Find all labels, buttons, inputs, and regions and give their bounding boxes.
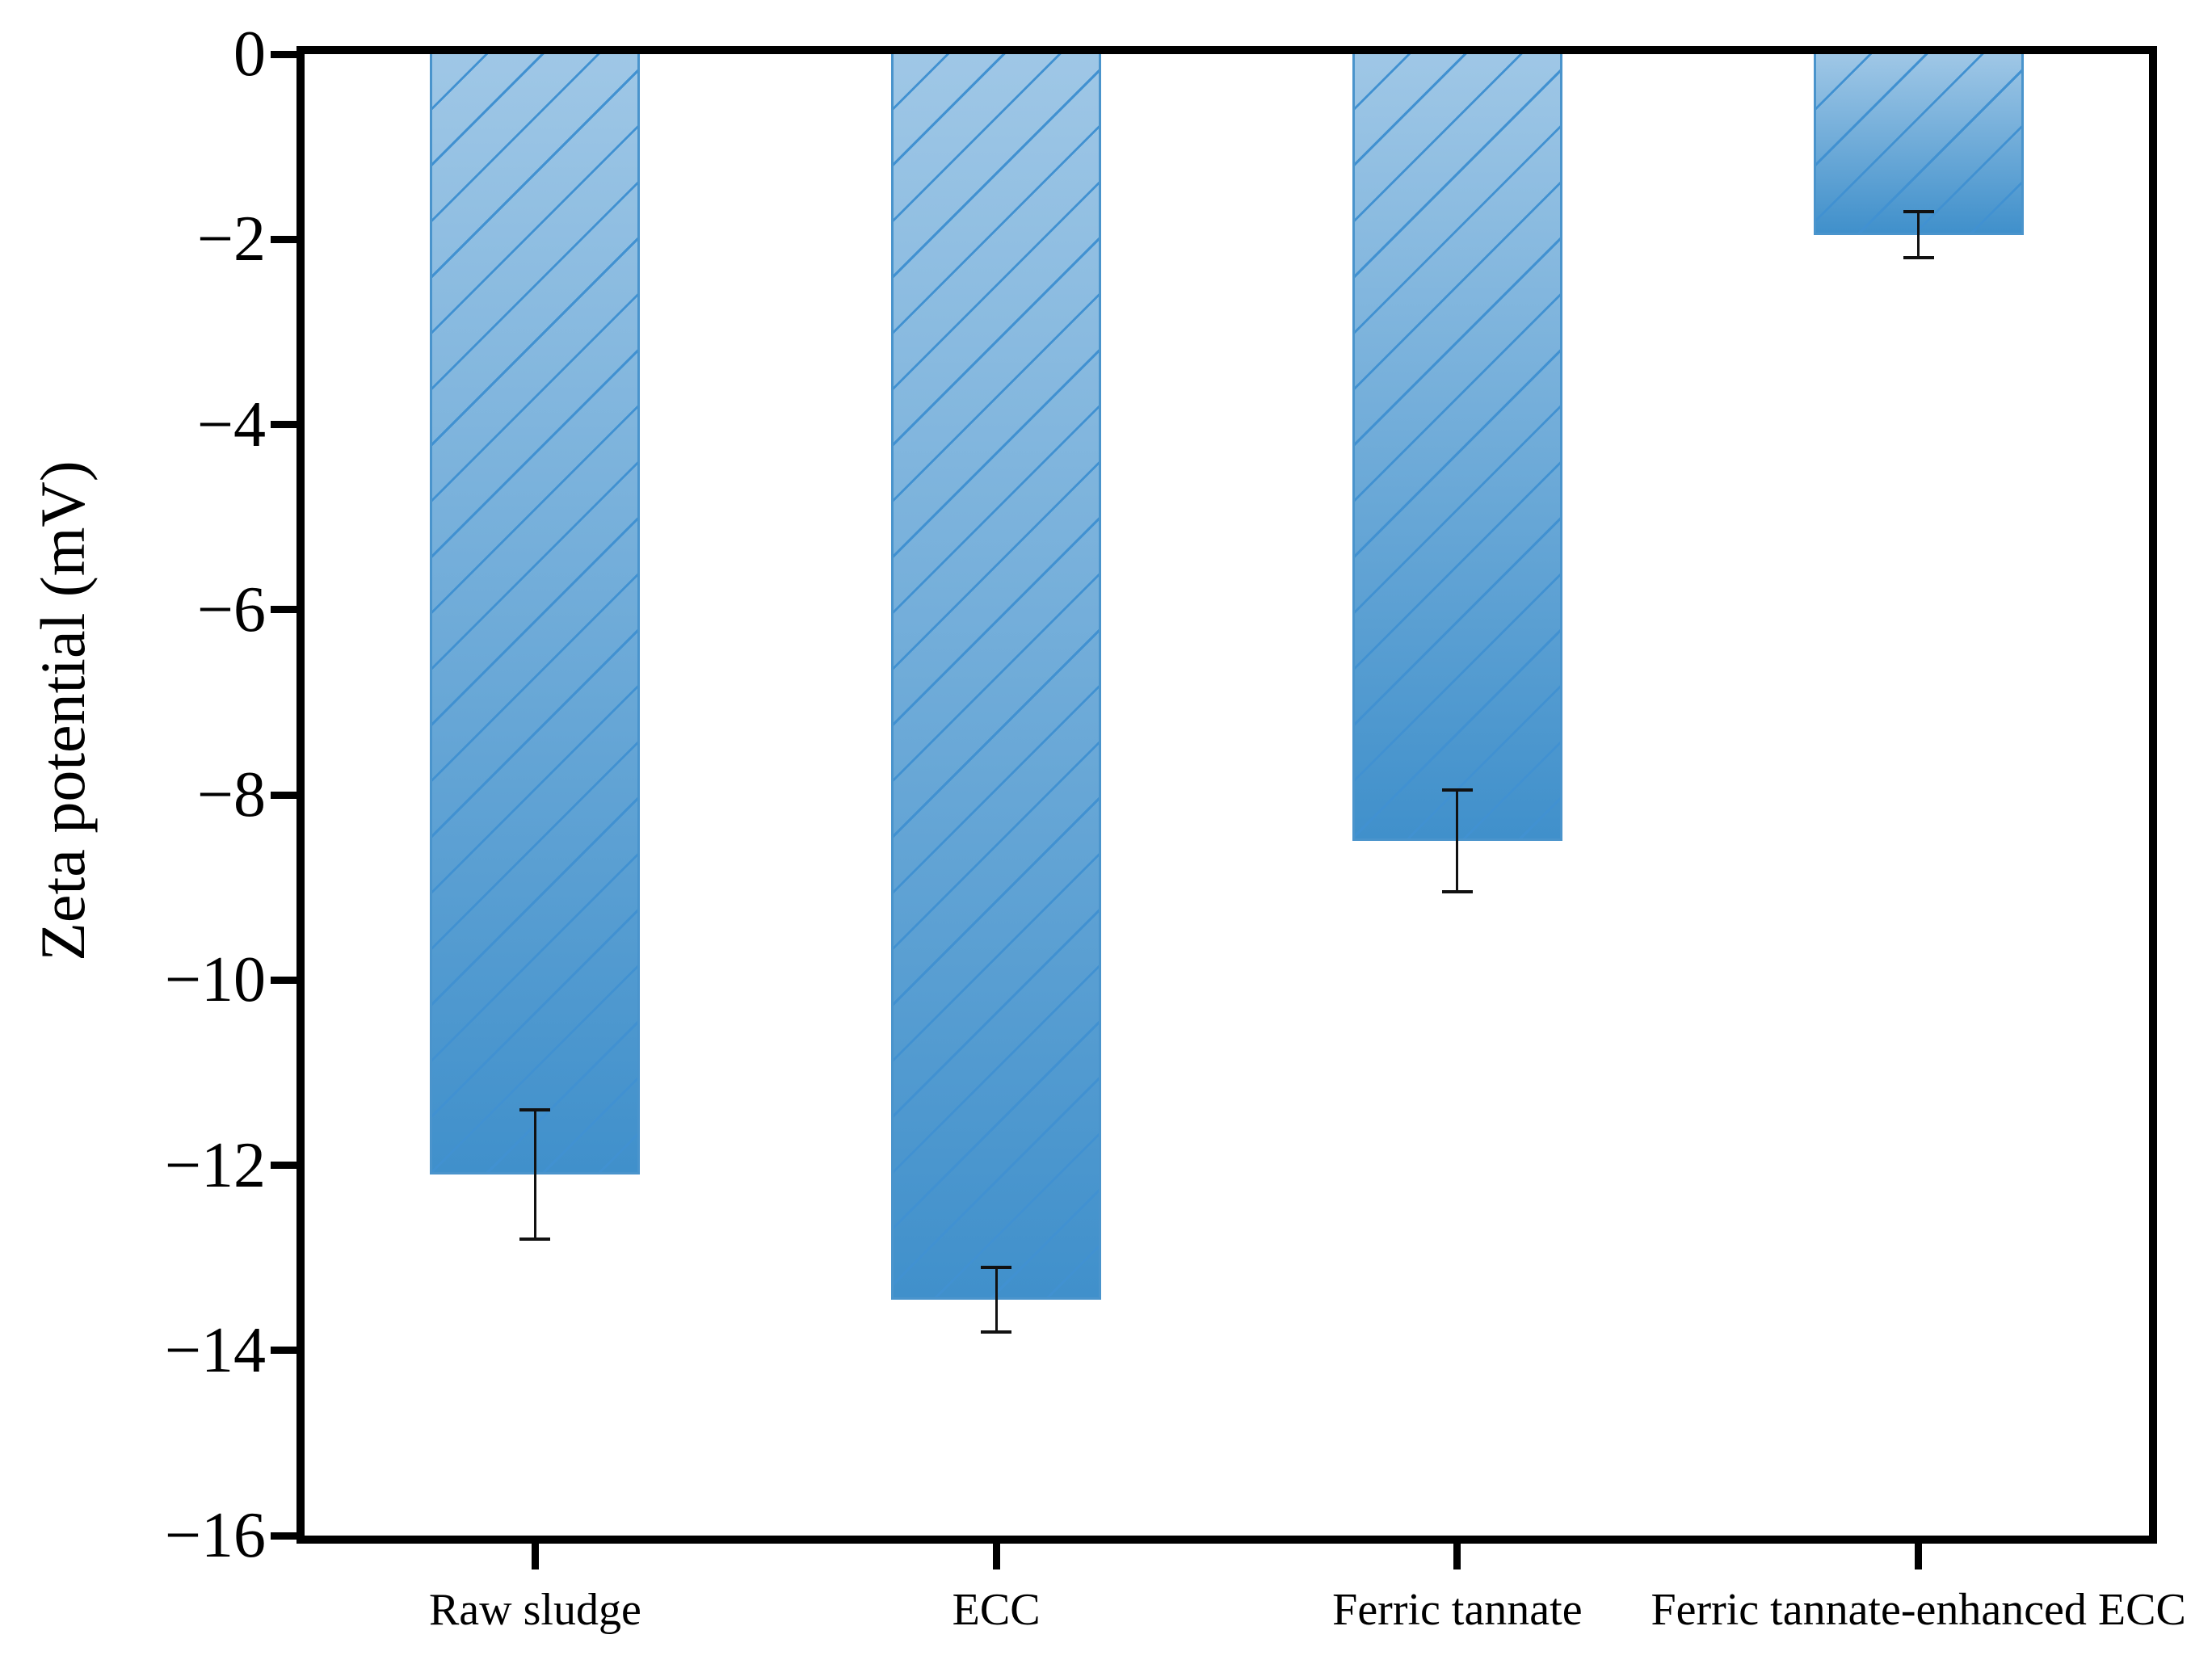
bar-raw-sludge — [430, 54, 641, 1174]
bar-ferric-tannate-enhanced-ecc — [1813, 54, 2024, 235]
y-tick-mark — [271, 791, 296, 799]
error-bar-cap-lower-ferric-tannate — [1441, 890, 1473, 894]
error-bar-cap-upper-raw-sludge — [519, 1107, 551, 1111]
error-bar-stem-ecc — [995, 1267, 998, 1332]
y-tick-mark — [271, 1162, 296, 1169]
bar-ecc — [891, 54, 1102, 1300]
x-tick-mark — [1453, 1544, 1461, 1569]
x-tick-mark — [992, 1544, 1000, 1569]
x-tick-label-raw-sludge: Raw sludge — [428, 1585, 641, 1635]
error-bar-cap-lower-ferric-tannate-enhanced-ecc — [1903, 256, 1934, 260]
x-tick-mark — [1915, 1544, 1923, 1569]
error-bar-stem-ferric-tannate-enhanced-ecc — [1917, 211, 1920, 258]
error-bar-cap-lower-ecc — [981, 1330, 1012, 1334]
y-tick-label: −14 — [164, 1314, 266, 1386]
x-tick-mark — [531, 1544, 539, 1569]
y-tick-mark — [271, 606, 296, 614]
y-tick-label: −4 — [196, 389, 266, 460]
x-tick-label-ferric-tannate: Ferric tannate — [1332, 1585, 1583, 1635]
error-bar-cap-lower-raw-sludge — [519, 1237, 551, 1242]
y-tick-label: −10 — [164, 944, 266, 1016]
plot-area: 0 −2 −4 −6 −8 −10 −12 −14 −16 Raw sludge ECC Ferric… — [165, 20, 2186, 1635]
x-tick-label-ferric-tannate-enhanced-ecc: Ferric tannate-enhanced ECC — [1651, 1585, 2186, 1635]
bar-ferric-tannate — [1352, 54, 1562, 842]
y-tick-label: −16 — [164, 1500, 266, 1571]
y-axis-title: Zeta potential (mV) — [27, 460, 98, 961]
y-tick-mark — [271, 235, 296, 243]
error-bar-stem-raw-sludge — [533, 1109, 536, 1240]
y-tick-label: 0 — [233, 19, 266, 90]
y-tick-label: −2 — [196, 204, 266, 275]
error-bar-cap-upper-ecc — [981, 1265, 1012, 1269]
error-bar-cap-upper-ferric-tannate — [1441, 788, 1473, 792]
y-tick-label: −6 — [196, 574, 266, 645]
y-tick-label: −8 — [196, 759, 266, 830]
y-tick-mark — [271, 1347, 296, 1355]
error-bar-cap-upper-ferric-tannate-enhanced-ecc — [1903, 209, 1934, 213]
y-tick-label: −12 — [164, 1129, 266, 1201]
y-tick-mark — [271, 50, 296, 58]
y-tick-mark — [271, 1532, 296, 1540]
y-tick-mark — [271, 976, 296, 984]
y-tick-mark — [271, 421, 296, 428]
error-bar-stem-ferric-tannate — [1456, 790, 1459, 893]
x-tick-label-ecc: ECC — [952, 1585, 1041, 1635]
